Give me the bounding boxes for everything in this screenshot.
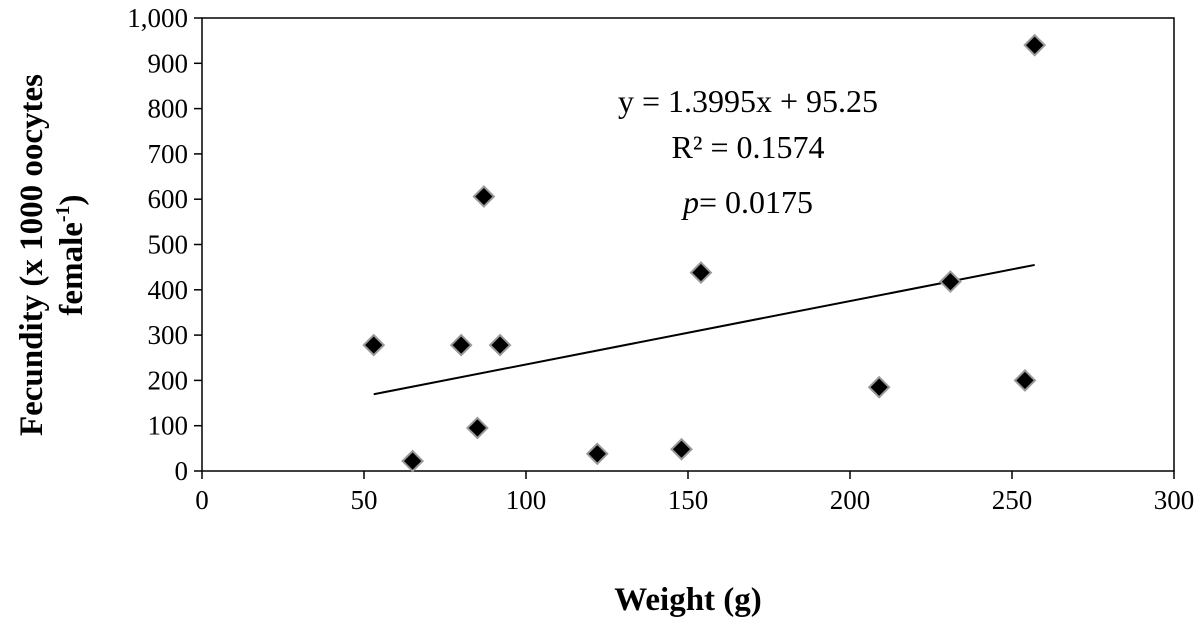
trendline-group [373, 263, 1035, 396]
data-point [939, 270, 962, 294]
data-point [670, 437, 693, 461]
data-point [465, 416, 489, 440]
y-tick-label: 1,000 [127, 3, 188, 33]
p-value: = 0.0175 [699, 184, 813, 220]
y-tick-label: 100 [148, 411, 189, 441]
data-points [362, 33, 1047, 473]
y-tick-label: 700 [148, 139, 189, 169]
p-symbol: p [681, 184, 699, 220]
x-tick-label: 200 [830, 485, 871, 515]
data-point [449, 333, 473, 357]
x-axis-title: Weight (g) [614, 582, 762, 618]
y-tick-label: 400 [148, 275, 189, 305]
y-axis-title-superscript: -1 [52, 205, 74, 222]
x-tick-label: 300 [1154, 485, 1195, 515]
y-tick-label: 900 [148, 48, 189, 78]
y-axis-title-unit: female [54, 222, 90, 315]
y-tick-label: 200 [148, 365, 189, 395]
y-tick-label: 600 [148, 184, 189, 214]
x-axis: 0 50 100 150 200 250 300 [195, 471, 1194, 515]
regression-equation: y = 1.3995x + 95.25 [618, 83, 878, 119]
data-point [362, 333, 386, 357]
p-value-label: p= 0.0175 [681, 184, 813, 220]
data-point [472, 185, 496, 208]
data-point [401, 449, 425, 473]
y-axis-title: Fecundity (x 1000 oocytes female-1) [14, 74, 90, 436]
data-point [1023, 33, 1047, 57]
data-point [867, 375, 891, 399]
y-tick-label: 300 [148, 320, 189, 350]
y-tick-label: 500 [148, 230, 189, 260]
y-axis-title-line1: Fecundity (x 1000 oocytes [14, 74, 50, 436]
data-point [488, 333, 512, 357]
data-point [585, 442, 609, 466]
data-point [689, 261, 713, 285]
y-axis: 0 100 200 300 400 500 600 700 800 900 1,000 [127, 3, 202, 486]
trendline [373, 263, 1035, 396]
data-point [1013, 368, 1037, 392]
x-tick-label: 100 [506, 485, 547, 515]
x-tick-label: 250 [992, 485, 1033, 515]
r-squared-label: R² = 0.1574 [672, 129, 825, 165]
x-tick-label: 50 [351, 485, 378, 515]
y-tick-label: 800 [148, 94, 189, 124]
x-tick-label: 0 [195, 485, 209, 515]
x-tick-label: 150 [668, 485, 709, 515]
y-axis-title-close: ) [54, 194, 90, 205]
y-axis-title-line2: female-1) [52, 194, 90, 315]
y-tick-label: 0 [175, 456, 189, 486]
